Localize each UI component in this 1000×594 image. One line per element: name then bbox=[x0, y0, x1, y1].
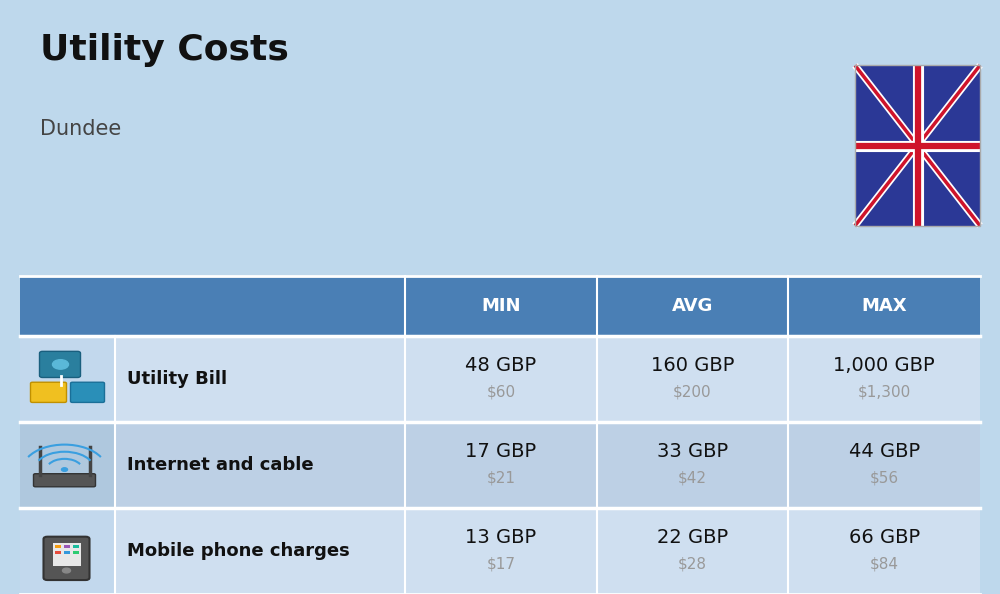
Text: $84: $84 bbox=[870, 557, 899, 571]
FancyBboxPatch shape bbox=[44, 536, 90, 580]
Text: $42: $42 bbox=[678, 470, 707, 485]
Text: 44 GBP: 44 GBP bbox=[849, 443, 920, 461]
Text: 1,000 GBP: 1,000 GBP bbox=[833, 356, 935, 375]
Bar bbox=[20, 508, 115, 594]
Text: Internet and cable: Internet and cable bbox=[127, 456, 314, 474]
Bar bbox=[855, 65, 980, 226]
Bar bbox=[64, 551, 70, 554]
Text: $200: $200 bbox=[673, 384, 712, 399]
Bar bbox=[55, 545, 61, 548]
Bar bbox=[20, 422, 115, 508]
Text: 22 GBP: 22 GBP bbox=[657, 529, 728, 547]
Text: 160 GBP: 160 GBP bbox=[651, 356, 734, 375]
Bar bbox=[855, 65, 980, 226]
Text: AVG: AVG bbox=[672, 297, 713, 315]
Circle shape bbox=[52, 359, 68, 369]
Bar bbox=[55, 551, 61, 554]
Bar bbox=[64, 545, 70, 548]
Text: Mobile phone charges: Mobile phone charges bbox=[127, 542, 350, 560]
Text: $56: $56 bbox=[870, 470, 899, 485]
Bar bbox=[73, 551, 79, 554]
Bar bbox=[20, 336, 115, 422]
Circle shape bbox=[62, 568, 70, 573]
FancyBboxPatch shape bbox=[40, 351, 80, 378]
Text: $60: $60 bbox=[486, 384, 515, 399]
Text: 66 GBP: 66 GBP bbox=[849, 529, 920, 547]
FancyBboxPatch shape bbox=[30, 383, 66, 403]
Text: 33 GBP: 33 GBP bbox=[657, 443, 728, 461]
Bar bbox=[20, 508, 980, 594]
Text: Utility Costs: Utility Costs bbox=[40, 33, 289, 67]
Text: MIN: MIN bbox=[481, 297, 521, 315]
Bar bbox=[20, 276, 980, 336]
Bar bbox=[73, 545, 79, 548]
Text: 48 GBP: 48 GBP bbox=[465, 356, 536, 375]
FancyBboxPatch shape bbox=[34, 473, 96, 486]
Circle shape bbox=[62, 468, 68, 471]
Text: Dundee: Dundee bbox=[40, 119, 121, 139]
Text: 17 GBP: 17 GBP bbox=[465, 443, 536, 461]
Bar bbox=[53, 543, 80, 565]
Text: $17: $17 bbox=[486, 557, 515, 571]
Text: $1,300: $1,300 bbox=[858, 384, 911, 399]
Text: 13 GBP: 13 GBP bbox=[465, 529, 536, 547]
Bar bbox=[20, 336, 980, 422]
Text: $28: $28 bbox=[678, 557, 707, 571]
Text: Utility Bill: Utility Bill bbox=[127, 369, 227, 388]
Text: $21: $21 bbox=[486, 470, 515, 485]
Text: MAX: MAX bbox=[861, 297, 907, 315]
FancyBboxPatch shape bbox=[70, 383, 105, 403]
Bar bbox=[20, 422, 980, 508]
